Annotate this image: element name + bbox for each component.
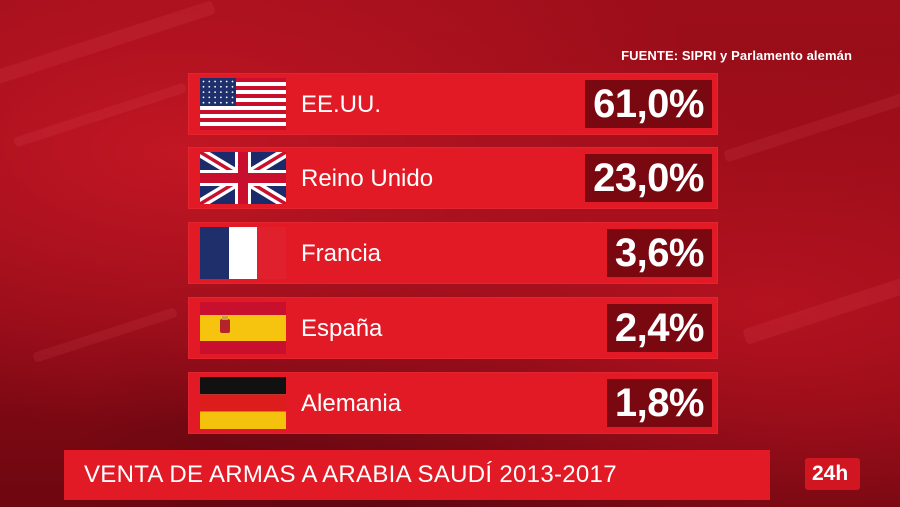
title-bar: VENTA DE ARMAS A ARABIA SAUDÍ 2013-2017 (64, 450, 770, 500)
country-name: EE.UU. (301, 91, 382, 118)
source-note: FUENTE: SIPRI y Parlamento alemán (621, 48, 852, 63)
usa-flag (200, 78, 286, 130)
country-name: Reino Unido (301, 165, 434, 192)
background-streak (723, 89, 900, 163)
percentage-value: 1,8% (606, 379, 712, 427)
percentage-value: 2,4% (606, 304, 712, 352)
chart-title: VENTA DE ARMAS A ARABIA SAUDÍ 2013-2017 (84, 461, 617, 488)
table-row: Francia 3,6% (188, 222, 718, 284)
percentage-value: 3,6% (606, 229, 712, 277)
germany-flag (200, 377, 286, 429)
table-row: Reino Unido 23,0% (188, 147, 718, 209)
country-name: Alemania (301, 390, 402, 417)
uk-flag (200, 152, 286, 204)
background-streak (32, 307, 178, 363)
table-row: EE.UU. 61,0% (188, 73, 718, 135)
spain-flag (200, 302, 286, 354)
table-row: España 2,4% (188, 297, 718, 359)
table-row: Alemania 1,8% (188, 372, 718, 434)
france-flag (200, 227, 286, 279)
percentage-value: 61,0% (585, 80, 712, 128)
background-streak (742, 271, 900, 345)
channel-logo-text: 24h (812, 462, 849, 485)
country-name: España (301, 315, 383, 342)
background-streak (0, 0, 216, 94)
percentage-value: 23,0% (585, 154, 712, 202)
country-name: Francia (301, 240, 382, 267)
background-streak (12, 82, 188, 148)
channel-logo: 24h (805, 458, 860, 490)
